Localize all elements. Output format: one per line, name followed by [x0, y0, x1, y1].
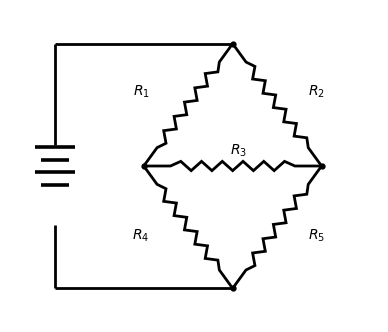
- Text: $R_{1}$: $R_{1}$: [133, 83, 149, 100]
- Text: $R_{4}$: $R_{4}$: [132, 227, 149, 244]
- Text: $R_{5}$: $R_{5}$: [308, 227, 325, 244]
- Text: $R_{3}$: $R_{3}$: [230, 143, 247, 159]
- Text: $R_{2}$: $R_{2}$: [308, 83, 325, 100]
